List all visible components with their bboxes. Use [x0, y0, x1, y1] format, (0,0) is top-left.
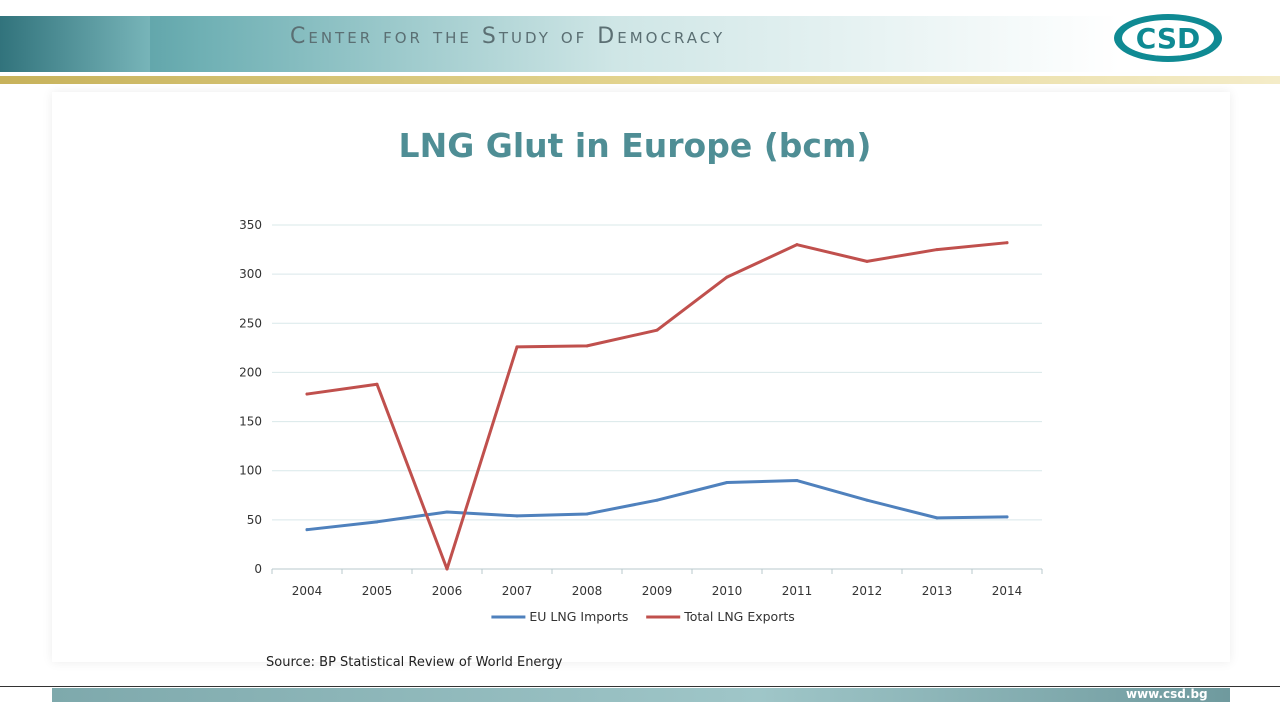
data-point: [725, 481, 729, 485]
logo-text: CSD: [1136, 22, 1200, 55]
data-point: [515, 514, 519, 518]
legend-label: Total LNG Exports: [683, 609, 795, 624]
series-line-eu-lng-imports: [305, 479, 1009, 532]
csd-logo-icon: CSD: [1114, 14, 1222, 62]
data-point: [795, 243, 799, 247]
organization-name: Center for the Study of Democracy: [290, 24, 726, 49]
x-tick-label: 2008: [572, 584, 603, 598]
y-tick-label: 150: [239, 415, 262, 429]
data-point: [305, 528, 309, 532]
header-divider: [0, 76, 1280, 84]
data-point: [655, 328, 659, 332]
x-tick-label: 2004: [292, 584, 323, 598]
x-tick-label: 2013: [922, 584, 953, 598]
y-tick-label: 0: [254, 562, 262, 576]
y-tick-label: 350: [239, 218, 262, 232]
data-point: [585, 344, 589, 348]
data-point: [585, 512, 589, 516]
chart-title: LNG Glut in Europe (bcm): [398, 126, 872, 165]
banner-band: [0, 16, 1120, 72]
source-note: Source: BP Statistical Review of World E…: [266, 655, 563, 670]
y-tick-label: 50: [247, 513, 262, 527]
data-point: [725, 275, 729, 279]
content-panel: [52, 92, 1230, 662]
x-tick-label: 2014: [992, 584, 1023, 598]
x-tick-label: 2011: [782, 584, 813, 598]
banner-photo: [0, 16, 150, 72]
x-tick-label: 2006: [432, 584, 463, 598]
data-point: [1005, 515, 1009, 519]
y-tick-label: 250: [239, 316, 262, 330]
y-tick-label: 200: [239, 365, 262, 379]
data-point: [655, 498, 659, 502]
line-chart: 0 50 100 150 200 250 300 350 2004 2005 2006 2007 200…: [239, 218, 1043, 624]
legend-label: EU LNG Imports: [529, 609, 628, 624]
data-point: [1005, 241, 1009, 245]
data-point: [935, 516, 939, 520]
x-tick-label: 2009: [642, 584, 673, 598]
data-point: [375, 382, 379, 386]
data-point: [445, 567, 449, 571]
data-point: [305, 392, 309, 396]
y-tick-label: 300: [239, 267, 262, 281]
data-point: [865, 259, 869, 263]
data-point: [935, 248, 939, 252]
data-point: [865, 498, 869, 502]
footer-url[interactable]: www.csd.bg: [1126, 687, 1208, 701]
x-tick-label: 2012: [852, 584, 883, 598]
top-banner: Center for the Study of Democracy CSD: [0, 0, 1280, 80]
data-point: [375, 520, 379, 524]
data-point: [795, 479, 799, 483]
footer-divider: [0, 686, 1280, 687]
x-tick-label: 2010: [712, 584, 743, 598]
data-point: [515, 345, 519, 349]
footer-bar: [52, 688, 1230, 702]
y-tick-label: 100: [239, 464, 262, 478]
x-tick-label: 2005: [362, 584, 393, 598]
x-tick-label: 2007: [502, 584, 533, 598]
data-point: [445, 510, 449, 514]
